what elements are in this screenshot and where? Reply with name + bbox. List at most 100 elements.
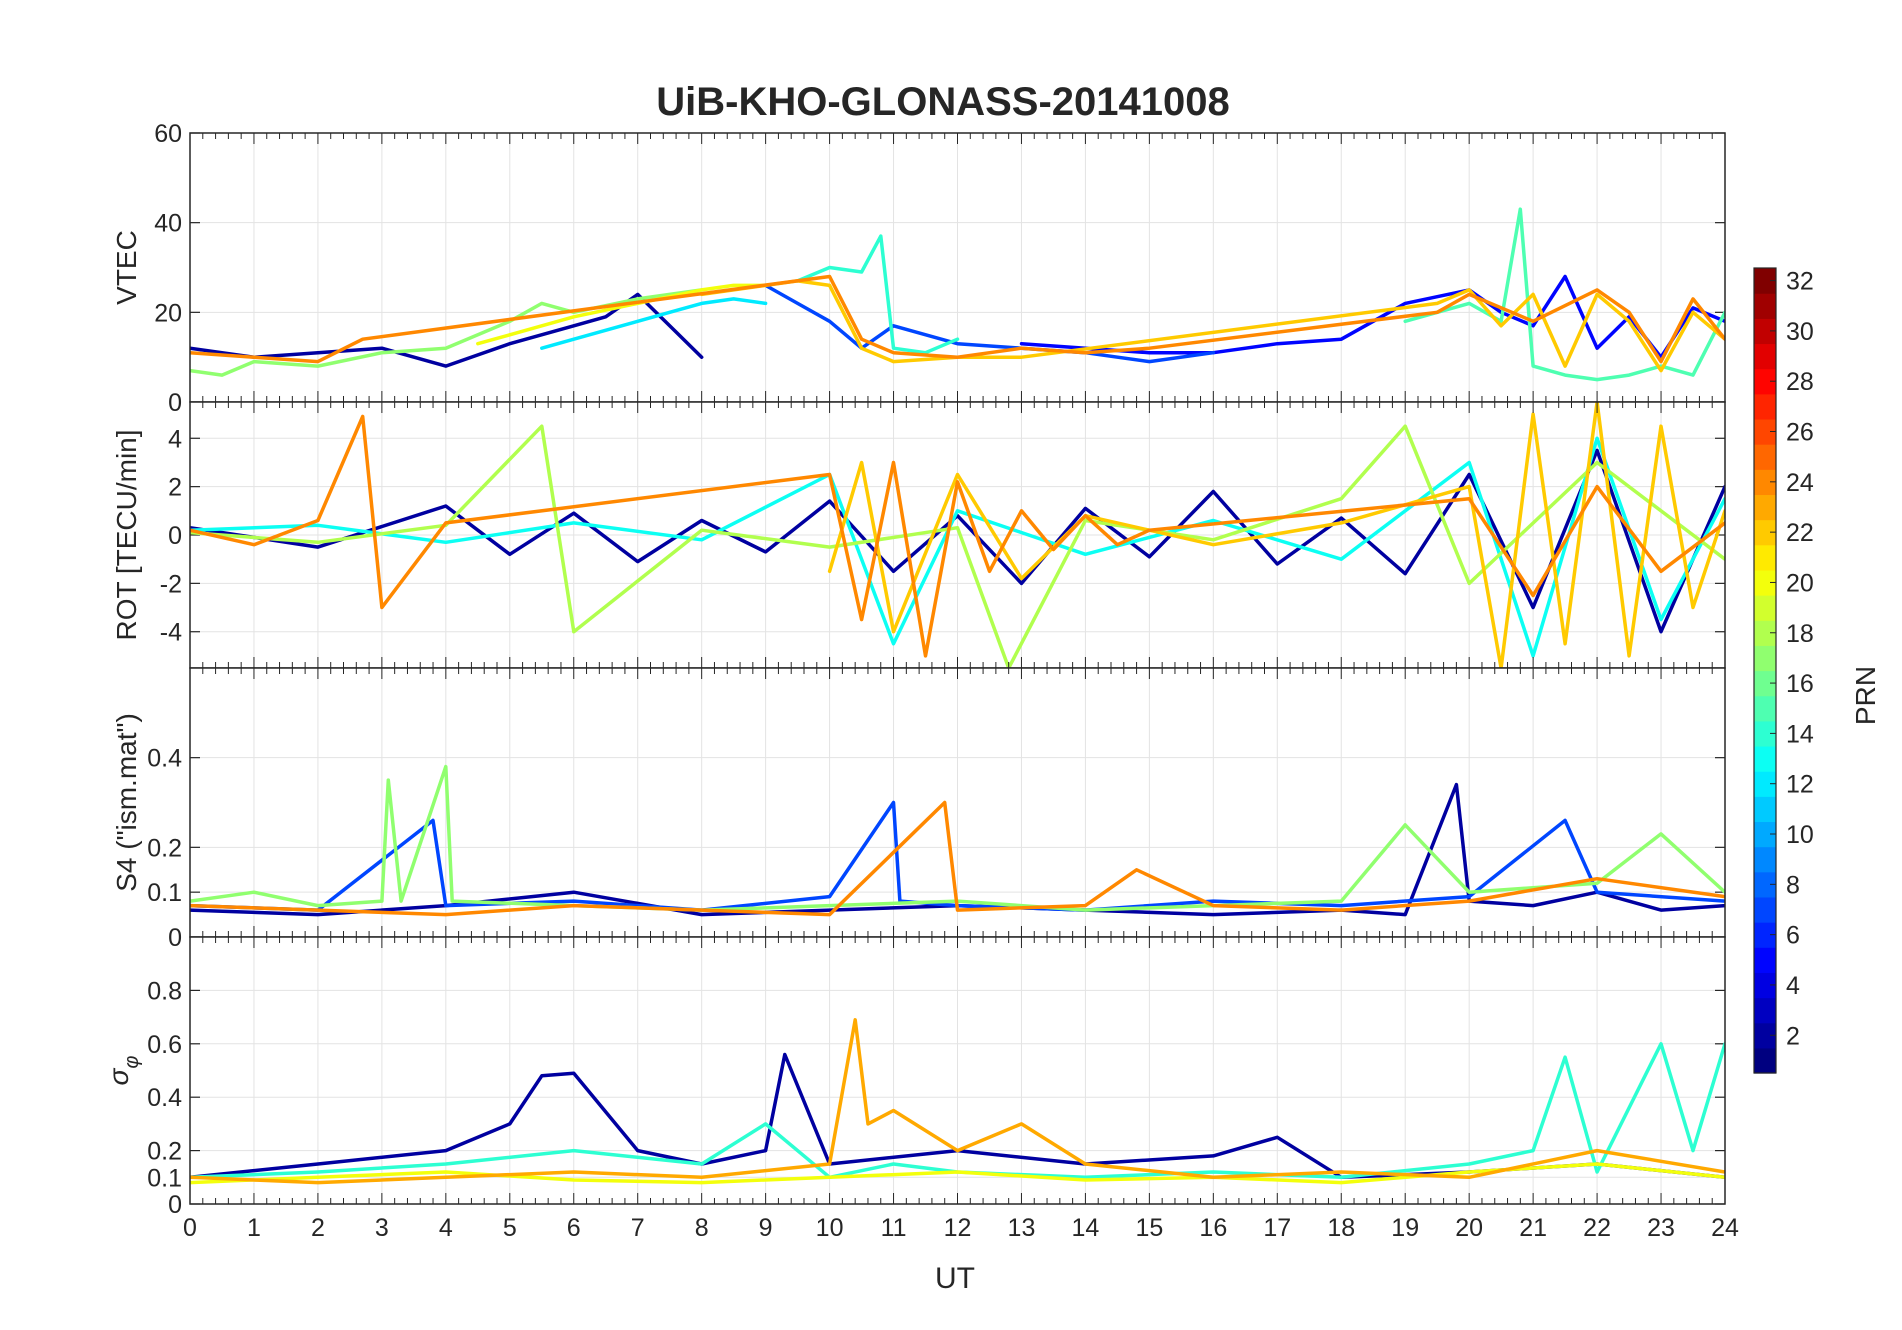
y-tick-label: 0.1: [147, 879, 182, 907]
x-tick-label: 23: [1647, 1214, 1675, 1242]
y-tick-label: 0.4: [147, 1084, 182, 1112]
colorbar-segment: [1754, 720, 1776, 747]
colorbar-tick-label: 26: [1786, 419, 1814, 447]
colorbar-segment: [1754, 620, 1776, 646]
colorbar-segment: [1754, 519, 1776, 546]
colorbar-segment: [1754, 796, 1776, 823]
series-line-prn-13: [190, 436, 1725, 658]
x-tick-label: 20: [1455, 1214, 1483, 1242]
y-tick-label: 0.1: [147, 1164, 182, 1192]
colorbar-tick-label: 12: [1786, 771, 1814, 799]
y-tick-label: -4: [160, 619, 182, 647]
colorbar-segment: [1754, 418, 1776, 445]
panel-vtec: 0 20 40 60 VTEC: [111, 120, 1726, 417]
colorbar-segment: [1754, 745, 1776, 772]
x-tick-label: 5: [503, 1214, 517, 1242]
colorbar-tick-label: 2: [1786, 1022, 1800, 1050]
colorbar-segment: [1754, 947, 1776, 973]
x-tick-label: 12: [944, 1214, 972, 1242]
x-tick-label: 14: [1072, 1214, 1100, 1242]
colorbar-tick-label: 24: [1786, 469, 1814, 497]
x-tick-label: 10: [816, 1214, 844, 1242]
colorbar-segment: [1754, 670, 1776, 697]
series-line-prn-24: [190, 274, 1725, 364]
y-tick-label: 0.2: [147, 834, 182, 862]
series-line-prn-24: [190, 800, 1725, 917]
series-line-prn-14: [190, 1042, 1725, 1180]
series-group: [190, 207, 1725, 382]
colorbar-segment: [1754, 494, 1776, 521]
colorbar-segment: [1754, 972, 1776, 999]
y-tick-label: 0: [168, 522, 182, 550]
colorbar-segment: [1754, 771, 1776, 797]
x-tick-label: 15: [1135, 1214, 1163, 1242]
y-tick-label: 60: [154, 120, 182, 148]
series-group: [190, 764, 1725, 917]
colorbar-segment: [1754, 922, 1776, 948]
colorbar-segment: [1754, 293, 1776, 319]
colorbar-tick-label: 18: [1786, 620, 1814, 648]
colorbar-segment: [1754, 544, 1776, 571]
colorbar-segment: [1754, 595, 1776, 621]
colorbar-segment: [1754, 444, 1776, 470]
colorbar-tick-label: 22: [1786, 519, 1814, 547]
chart-title: UiB-KHO-GLONASS-20141008: [656, 80, 1230, 124]
colorbar-segment: [1754, 846, 1776, 873]
x-tick-label: 17: [1263, 1214, 1291, 1242]
series-line-prn-7: [190, 800, 1725, 912]
y-axis-label-symbol: σ: [103, 1067, 134, 1085]
colorbar-segment: [1754, 1022, 1776, 1049]
x-tick-label: 6: [567, 1214, 581, 1242]
y-tick-label: 40: [154, 210, 182, 238]
series-line-prn-22: [699, 279, 1725, 373]
colorbar-segment: [1754, 896, 1776, 923]
series-line-prn-12: [540, 297, 768, 350]
series-line-prn-20: [190, 1162, 1725, 1185]
series-line-prn-7: [763, 283, 1216, 364]
x-tick-label: 18: [1327, 1214, 1355, 1242]
series-group: [190, 402, 1725, 668]
series-line-prn-18: [190, 424, 1725, 668]
plot-frame: [189, 936, 1726, 1205]
x-tick-label: 8: [695, 1214, 709, 1242]
x-tick-label: 0: [183, 1214, 197, 1242]
y-tick-label: 0.6: [147, 1031, 182, 1059]
y-tick-label: 0: [168, 389, 182, 417]
colorbar-segment: [1754, 268, 1776, 294]
colorbar-segment: [1754, 871, 1776, 898]
x-tick-label: 1: [247, 1214, 261, 1242]
x-tick-label: 11: [881, 1214, 907, 1242]
colorbar-segment: [1754, 1047, 1776, 1074]
panel-rot: -4 -2 0 2 4 ROT [TECU/min]: [111, 401, 1726, 669]
series-line-prn-22: [827, 402, 1725, 668]
x-tick-label: 16: [1199, 1214, 1227, 1242]
colorbar-frame: [1753, 267, 1777, 1074]
colorbar-tick-label: 8: [1786, 871, 1800, 899]
series-line-prn-24: [190, 414, 1725, 658]
y-axis-label: σφ: [103, 1056, 143, 1086]
series-line-prn-14: [795, 234, 960, 355]
series-line-prn-23: [190, 1018, 1725, 1185]
y-tick-label: 0.2: [147, 1138, 182, 1166]
series-group: [190, 1018, 1725, 1185]
y-axis-label-subscript: φ: [121, 1056, 143, 1069]
x-tick-label: 3: [375, 1214, 389, 1242]
y-tick-label: 0: [168, 924, 182, 952]
x-tick-label: 24: [1711, 1214, 1739, 1242]
colorbar-label: PRN: [1850, 666, 1881, 725]
y-axis-label: VTEC: [111, 230, 142, 305]
colorbar-segment: [1754, 997, 1776, 1024]
y-tick-label: 0.4: [147, 745, 182, 773]
colorbar-tick-label: 32: [1786, 268, 1814, 296]
colorbar-segment: [1754, 645, 1776, 672]
y-tick-label: 4: [168, 425, 182, 453]
panel-s4: 0 0.1 0.2 0.4S4 ("ism.mat"): [111, 667, 1726, 952]
colorbar-segment: [1754, 368, 1776, 395]
colorbar-segment: [1754, 469, 1776, 496]
colorbar-segment: [1754, 695, 1776, 722]
colorbar-segment: [1754, 821, 1776, 848]
